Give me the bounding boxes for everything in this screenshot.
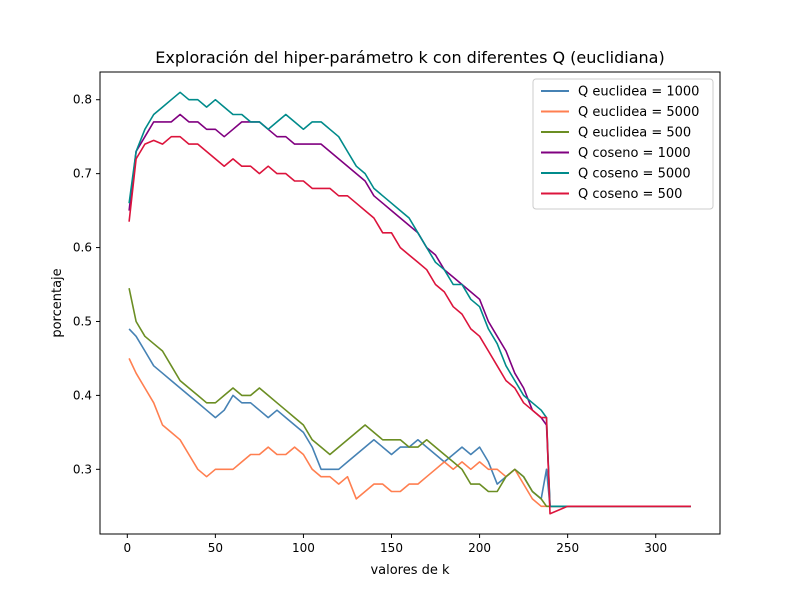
x-axis-ticks: 0 50 100 150 200 250 300 bbox=[123, 534, 667, 555]
legend-label-3: Q coseno = 1000 bbox=[578, 146, 691, 161]
x-tick-label: 300 bbox=[644, 541, 667, 555]
series-line-1 bbox=[128, 358, 691, 508]
y-tick-label: 0.7 bbox=[73, 167, 92, 181]
y-tick-label: 0.3 bbox=[73, 462, 92, 476]
plot-frame bbox=[99, 71, 721, 535]
y-tick-label: 0.6 bbox=[73, 241, 92, 255]
y-axis-label: porcentaje bbox=[50, 268, 65, 337]
x-tick-label: 200 bbox=[468, 541, 491, 555]
series-line-4 bbox=[128, 91, 691, 508]
legend-label-4: Q coseno = 5000 bbox=[578, 167, 691, 182]
x-tick-label: 250 bbox=[556, 541, 579, 555]
legend-label-5: Q coseno = 500 bbox=[578, 187, 682, 202]
x-tick-label: 0 bbox=[123, 541, 131, 555]
y-tick-label: 0.5 bbox=[73, 314, 92, 328]
x-tick-label: 150 bbox=[380, 541, 403, 555]
x-axis-label: valores de k bbox=[370, 563, 450, 578]
legend-label-1: Q euclidea = 5000 bbox=[578, 105, 699, 120]
plot-area: 0 50 100 150 200 250 300 0.3 0.4 0.5 0.6 0.7 0.8 bbox=[73, 71, 721, 555]
legend: Q euclidea = 1000 Q euclidea = 5000 Q eucl… bbox=[532, 78, 714, 210]
series-group bbox=[128, 91, 691, 515]
x-tick-label: 50 bbox=[208, 541, 223, 555]
series-line-3 bbox=[128, 113, 691, 508]
y-tick-label: 0.4 bbox=[73, 388, 92, 402]
x-tick-label: 100 bbox=[292, 541, 315, 555]
y-axis-ticks: 0.3 0.4 0.5 0.6 0.7 0.8 bbox=[73, 93, 100, 476]
legend-entries: Q euclidea = 1000 Q euclidea = 5000 Q eucl… bbox=[541, 85, 699, 202]
chart-title: Exploración del hiper-parámetro k con di… bbox=[155, 48, 664, 67]
series-line-5 bbox=[128, 135, 691, 515]
legend-label-0: Q euclidea = 1000 bbox=[578, 85, 699, 100]
legend-label-2: Q euclidea = 500 bbox=[578, 126, 691, 141]
legend-box bbox=[532, 78, 714, 210]
y-tick-label: 0.8 bbox=[73, 93, 92, 107]
series-line-2 bbox=[128, 288, 691, 508]
